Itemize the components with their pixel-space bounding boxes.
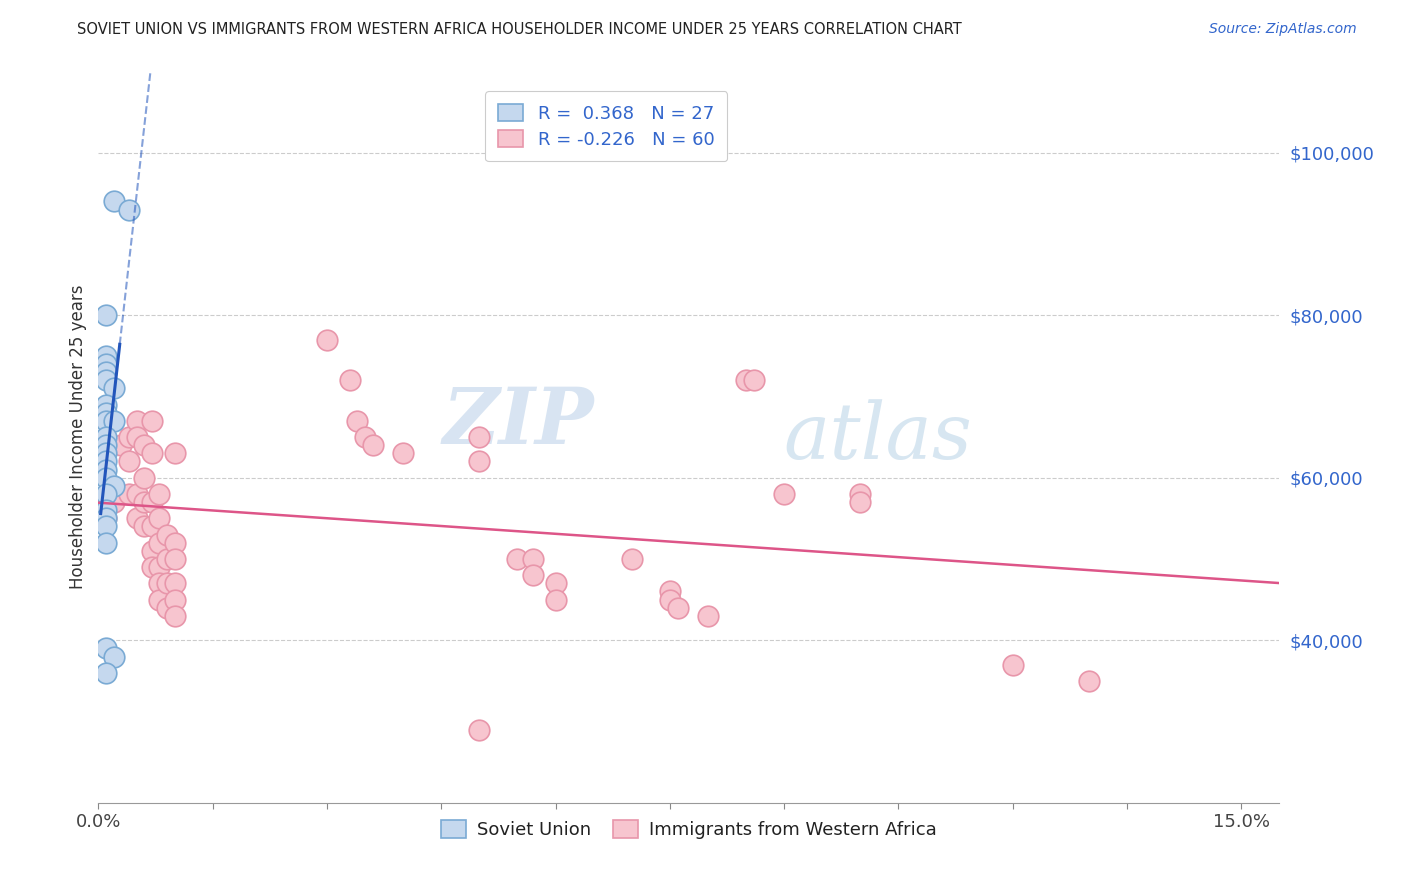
Point	[148, 511, 170, 525]
Point	[103, 495, 125, 509]
Point	[522, 568, 544, 582]
Point	[134, 495, 156, 509]
Point	[522, 552, 544, 566]
Legend: Soviet Union, Immigrants from Western Africa: Soviet Union, Immigrants from Western Af…	[434, 814, 943, 847]
Text: Source: ZipAtlas.com: Source: ZipAtlas.com	[1209, 22, 1357, 37]
Text: SOVIET UNION VS IMMIGRANTS FROM WESTERN AFRICA HOUSEHOLDER INCOME UNDER 25 YEARS: SOVIET UNION VS IMMIGRANTS FROM WESTERN …	[77, 22, 962, 37]
Point	[94, 487, 117, 501]
Point	[94, 365, 117, 379]
Point	[141, 544, 163, 558]
Point	[103, 381, 125, 395]
Point	[361, 438, 384, 452]
Point	[141, 414, 163, 428]
Point	[103, 194, 125, 209]
Point	[94, 462, 117, 476]
Point	[620, 552, 643, 566]
Point	[125, 487, 148, 501]
Point	[148, 487, 170, 501]
Point	[94, 665, 117, 680]
Point	[134, 519, 156, 533]
Point	[163, 552, 186, 566]
Point	[94, 511, 117, 525]
Point	[506, 552, 529, 566]
Point	[697, 608, 720, 623]
Point	[316, 333, 339, 347]
Point	[94, 511, 117, 525]
Point	[544, 592, 567, 607]
Point	[118, 487, 141, 501]
Point	[94, 454, 117, 468]
Y-axis label: Householder Income Under 25 years: Householder Income Under 25 years	[69, 285, 87, 590]
Text: ZIP: ZIP	[443, 384, 595, 460]
Point	[103, 649, 125, 664]
Point	[658, 592, 681, 607]
Point	[148, 592, 170, 607]
Point	[346, 414, 368, 428]
Point	[1078, 673, 1101, 688]
Point	[94, 308, 117, 322]
Point	[94, 414, 117, 428]
Point	[94, 471, 117, 485]
Point	[94, 446, 117, 460]
Text: atlas: atlas	[783, 399, 972, 475]
Point	[141, 446, 163, 460]
Point	[94, 438, 117, 452]
Point	[118, 430, 141, 444]
Point	[94, 398, 117, 412]
Point	[103, 414, 125, 428]
Point	[94, 349, 117, 363]
Point	[94, 503, 117, 517]
Point	[125, 511, 148, 525]
Point	[141, 519, 163, 533]
Point	[1001, 657, 1024, 672]
Point	[118, 202, 141, 217]
Point	[163, 608, 186, 623]
Point	[156, 600, 179, 615]
Point	[849, 495, 872, 509]
Point	[94, 519, 117, 533]
Point	[110, 438, 132, 452]
Point	[148, 576, 170, 591]
Point	[163, 446, 186, 460]
Point	[156, 576, 179, 591]
Point	[392, 446, 415, 460]
Point	[125, 430, 148, 444]
Point	[94, 357, 117, 371]
Point	[163, 576, 186, 591]
Point	[141, 495, 163, 509]
Point	[163, 592, 186, 607]
Point	[354, 430, 377, 444]
Point	[544, 576, 567, 591]
Point	[141, 560, 163, 574]
Point	[148, 535, 170, 549]
Point	[118, 454, 141, 468]
Point	[468, 723, 491, 737]
Point	[735, 373, 758, 387]
Point	[156, 527, 179, 541]
Point	[339, 373, 361, 387]
Point	[773, 487, 796, 501]
Point	[849, 487, 872, 501]
Point	[742, 373, 765, 387]
Point	[94, 406, 117, 420]
Point	[468, 454, 491, 468]
Point	[156, 552, 179, 566]
Point	[148, 560, 170, 574]
Point	[94, 535, 117, 549]
Point	[134, 438, 156, 452]
Point	[94, 430, 117, 444]
Point	[666, 600, 689, 615]
Point	[94, 373, 117, 387]
Point	[103, 479, 125, 493]
Point	[94, 641, 117, 656]
Point	[163, 535, 186, 549]
Point	[134, 471, 156, 485]
Point	[125, 414, 148, 428]
Point	[468, 430, 491, 444]
Point	[658, 584, 681, 599]
